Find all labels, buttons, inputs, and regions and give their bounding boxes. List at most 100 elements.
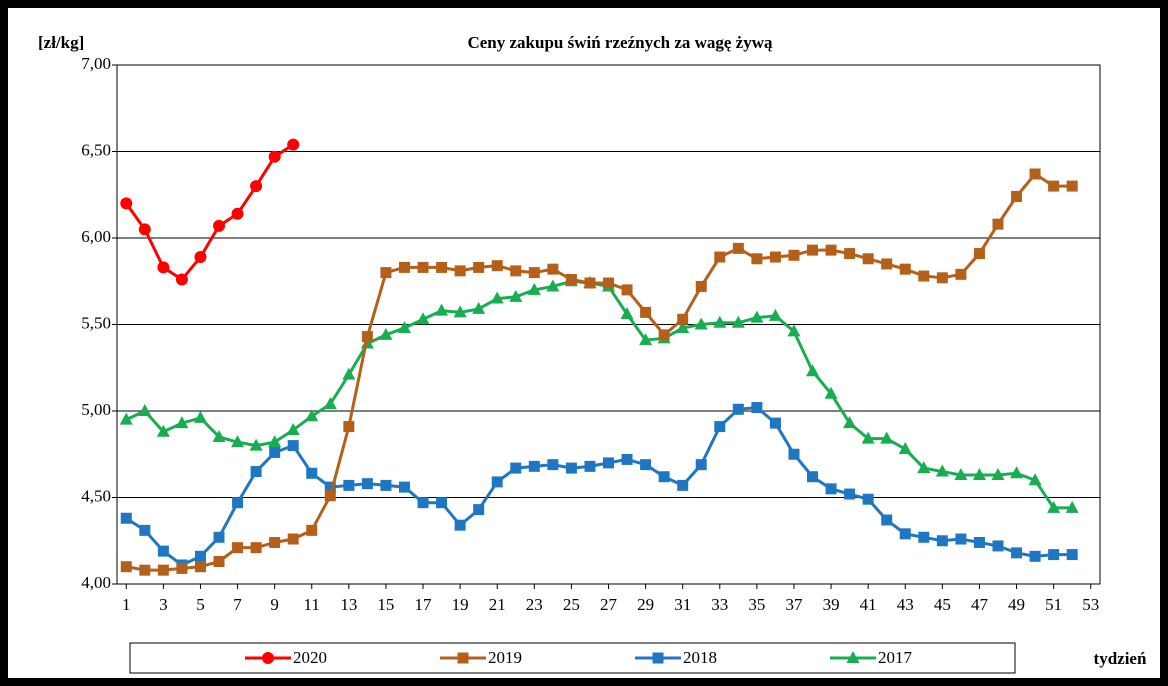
marker xyxy=(175,416,189,429)
marker xyxy=(323,397,337,410)
legend-box xyxy=(129,642,1016,674)
marker xyxy=(176,562,188,574)
marker xyxy=(972,468,986,481)
marker xyxy=(380,267,392,279)
x-tick-label: 23 xyxy=(526,595,543,614)
marker xyxy=(510,462,522,474)
marker xyxy=(898,442,912,455)
marker xyxy=(603,457,614,469)
y-tick-label: 4,50 xyxy=(81,486,111,505)
marker xyxy=(138,404,152,416)
marker xyxy=(194,561,206,573)
x-tick-label: 17 xyxy=(415,595,433,614)
marker xyxy=(342,367,356,380)
marker xyxy=(695,459,707,471)
marker xyxy=(584,460,596,472)
marker xyxy=(547,263,559,275)
marker xyxy=(231,207,244,220)
marker xyxy=(658,329,670,341)
marker xyxy=(846,651,860,663)
marker xyxy=(306,524,318,536)
y-axis-label: [zł/kg] xyxy=(38,33,84,52)
marker xyxy=(457,652,469,664)
marker xyxy=(731,315,745,328)
marker xyxy=(194,550,206,562)
marker xyxy=(213,556,225,568)
marker xyxy=(343,421,355,433)
marker xyxy=(119,412,133,425)
marker xyxy=(306,467,318,479)
marker xyxy=(824,386,838,399)
marker xyxy=(936,272,948,284)
marker xyxy=(677,313,689,325)
marker xyxy=(250,466,262,478)
marker xyxy=(231,435,245,448)
marker xyxy=(807,471,819,483)
marker xyxy=(1029,550,1041,562)
marker xyxy=(1010,466,1024,479)
series-line xyxy=(125,172,1073,572)
marker xyxy=(881,258,893,270)
x-tick-label: 37 xyxy=(785,595,803,614)
marker xyxy=(491,260,503,272)
marker xyxy=(120,512,132,524)
marker xyxy=(640,459,652,471)
marker xyxy=(232,497,244,509)
marker xyxy=(249,438,263,451)
marker xyxy=(268,435,282,448)
marker xyxy=(250,180,263,193)
marker xyxy=(1066,180,1078,192)
marker xyxy=(213,219,226,232)
marker xyxy=(639,333,653,346)
marker xyxy=(1066,549,1078,561)
marker xyxy=(547,459,559,471)
marker xyxy=(175,273,188,286)
marker xyxy=(862,493,874,505)
marker xyxy=(268,150,281,163)
marker xyxy=(473,504,485,516)
marker xyxy=(398,481,410,493)
marker xyxy=(695,280,707,292)
marker xyxy=(324,490,336,502)
marker xyxy=(157,564,169,576)
marker xyxy=(139,564,151,576)
marker xyxy=(157,261,170,274)
y-tick-label: 6,50 xyxy=(81,140,111,159)
marker xyxy=(955,533,967,545)
marker xyxy=(750,310,764,323)
y-tick-label: 4,00 xyxy=(81,573,111,592)
marker xyxy=(992,540,1004,552)
marker xyxy=(262,652,274,664)
marker xyxy=(361,331,373,343)
x-tick-label: 25 xyxy=(563,595,580,614)
marker xyxy=(621,284,633,296)
marker xyxy=(1065,500,1079,513)
marker xyxy=(603,277,614,289)
chart-title: Ceny zakupu świń rzeźnych za wagę żywą xyxy=(467,33,773,52)
marker xyxy=(436,497,448,509)
x-tick-label: 51 xyxy=(1045,595,1062,614)
marker xyxy=(528,267,540,279)
marker xyxy=(528,460,540,472)
x-tick-label: 33 xyxy=(711,595,728,614)
marker xyxy=(269,536,281,548)
marker xyxy=(694,317,708,330)
marker xyxy=(806,364,820,377)
x-tick-label: 27 xyxy=(600,595,618,614)
marker xyxy=(1048,180,1060,192)
marker xyxy=(807,244,819,256)
marker xyxy=(194,251,207,264)
y-tick-label: 5,50 xyxy=(81,313,111,332)
marker xyxy=(732,242,744,254)
marker xyxy=(751,253,763,265)
marker xyxy=(936,535,948,547)
marker xyxy=(287,440,299,452)
marker xyxy=(768,308,782,321)
marker xyxy=(769,417,781,429)
marker xyxy=(138,223,151,236)
marker xyxy=(658,471,670,483)
marker xyxy=(232,542,244,554)
marker xyxy=(397,320,411,333)
marker xyxy=(788,448,800,460)
